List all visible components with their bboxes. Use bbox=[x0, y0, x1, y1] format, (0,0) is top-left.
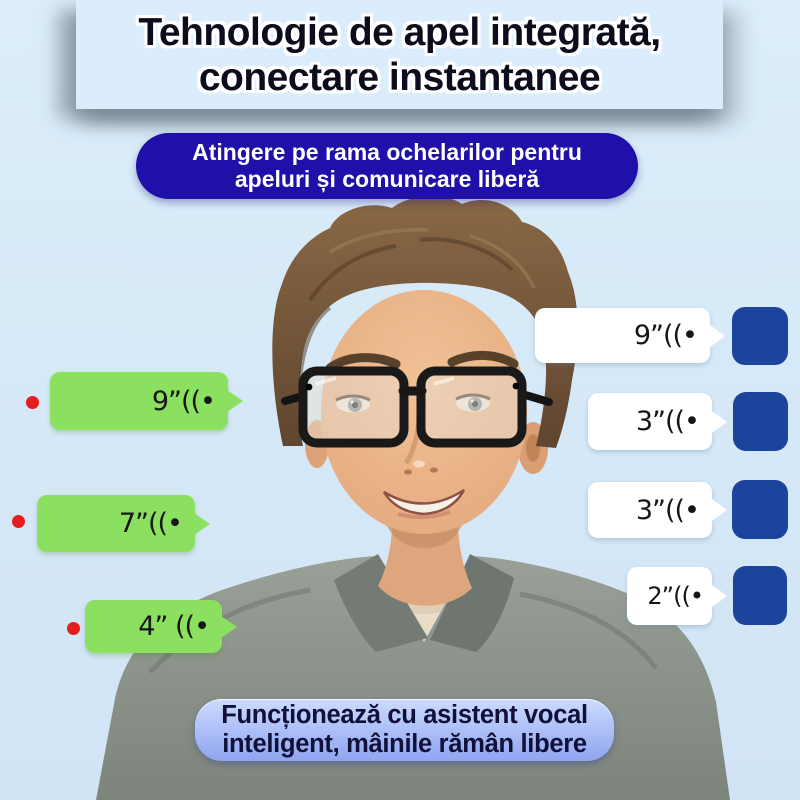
footer-line-1: Funcționează cu asistent vocal bbox=[221, 701, 588, 729]
gesture-callout-right-4: 2”((• bbox=[627, 567, 712, 625]
red-dot-marker bbox=[26, 396, 39, 409]
footer-pill: Funcționează cu asistent vocal inteligen… bbox=[195, 699, 614, 761]
subtitle-pill: Atingere pe rama ochelarilor pentru apel… bbox=[136, 133, 638, 199]
gesture-label-sound-wave-icon: 4” ((• bbox=[138, 611, 210, 642]
blue-square-marker bbox=[732, 480, 788, 539]
red-dot-marker bbox=[67, 622, 80, 635]
gesture-label-sound-wave-icon: 7”((• bbox=[118, 508, 183, 539]
gesture-callout-right-3: 3”((• bbox=[588, 482, 712, 538]
hair-shape bbox=[272, 196, 578, 448]
footer-line-2: inteligent, mâinile rămân libere bbox=[222, 730, 587, 758]
headline-line-2: conectare instantanee bbox=[198, 55, 601, 99]
subtitle-line-1: Atingere pe rama ochelarilor pentru bbox=[192, 139, 582, 165]
subtitle-line-2: apeluri și comunicare liberă bbox=[234, 166, 540, 192]
gesture-callout-left-3: 4” ((• bbox=[85, 600, 222, 653]
gesture-callout-left-2: 7”((• bbox=[37, 495, 195, 552]
smart-glasses bbox=[281, 366, 553, 448]
headline-line-1: Tehnologie de apel integrată, bbox=[138, 10, 661, 54]
gesture-label-sound-wave-icon: 9”((• bbox=[151, 385, 216, 417]
gesture-label-sound-wave-icon: 9”((• bbox=[633, 320, 698, 351]
headline-card: Tehnologie de apel integrată, conectare … bbox=[76, 0, 723, 109]
blue-square-marker bbox=[733, 566, 787, 625]
gesture-label-sound-wave-icon: 2”((• bbox=[647, 582, 704, 610]
gesture-callout-left-1: 9”((• bbox=[50, 372, 228, 430]
blue-square-marker bbox=[732, 307, 788, 365]
gesture-callout-right-2: 3”((• bbox=[588, 393, 712, 450]
gesture-callout-right-1: 9”((• bbox=[535, 308, 710, 363]
gesture-label-sound-wave-icon: 3”((• bbox=[635, 494, 700, 526]
red-dot-marker bbox=[12, 515, 25, 528]
blue-square-marker bbox=[733, 392, 788, 451]
gesture-label-sound-wave-icon: 3”((• bbox=[635, 406, 700, 437]
